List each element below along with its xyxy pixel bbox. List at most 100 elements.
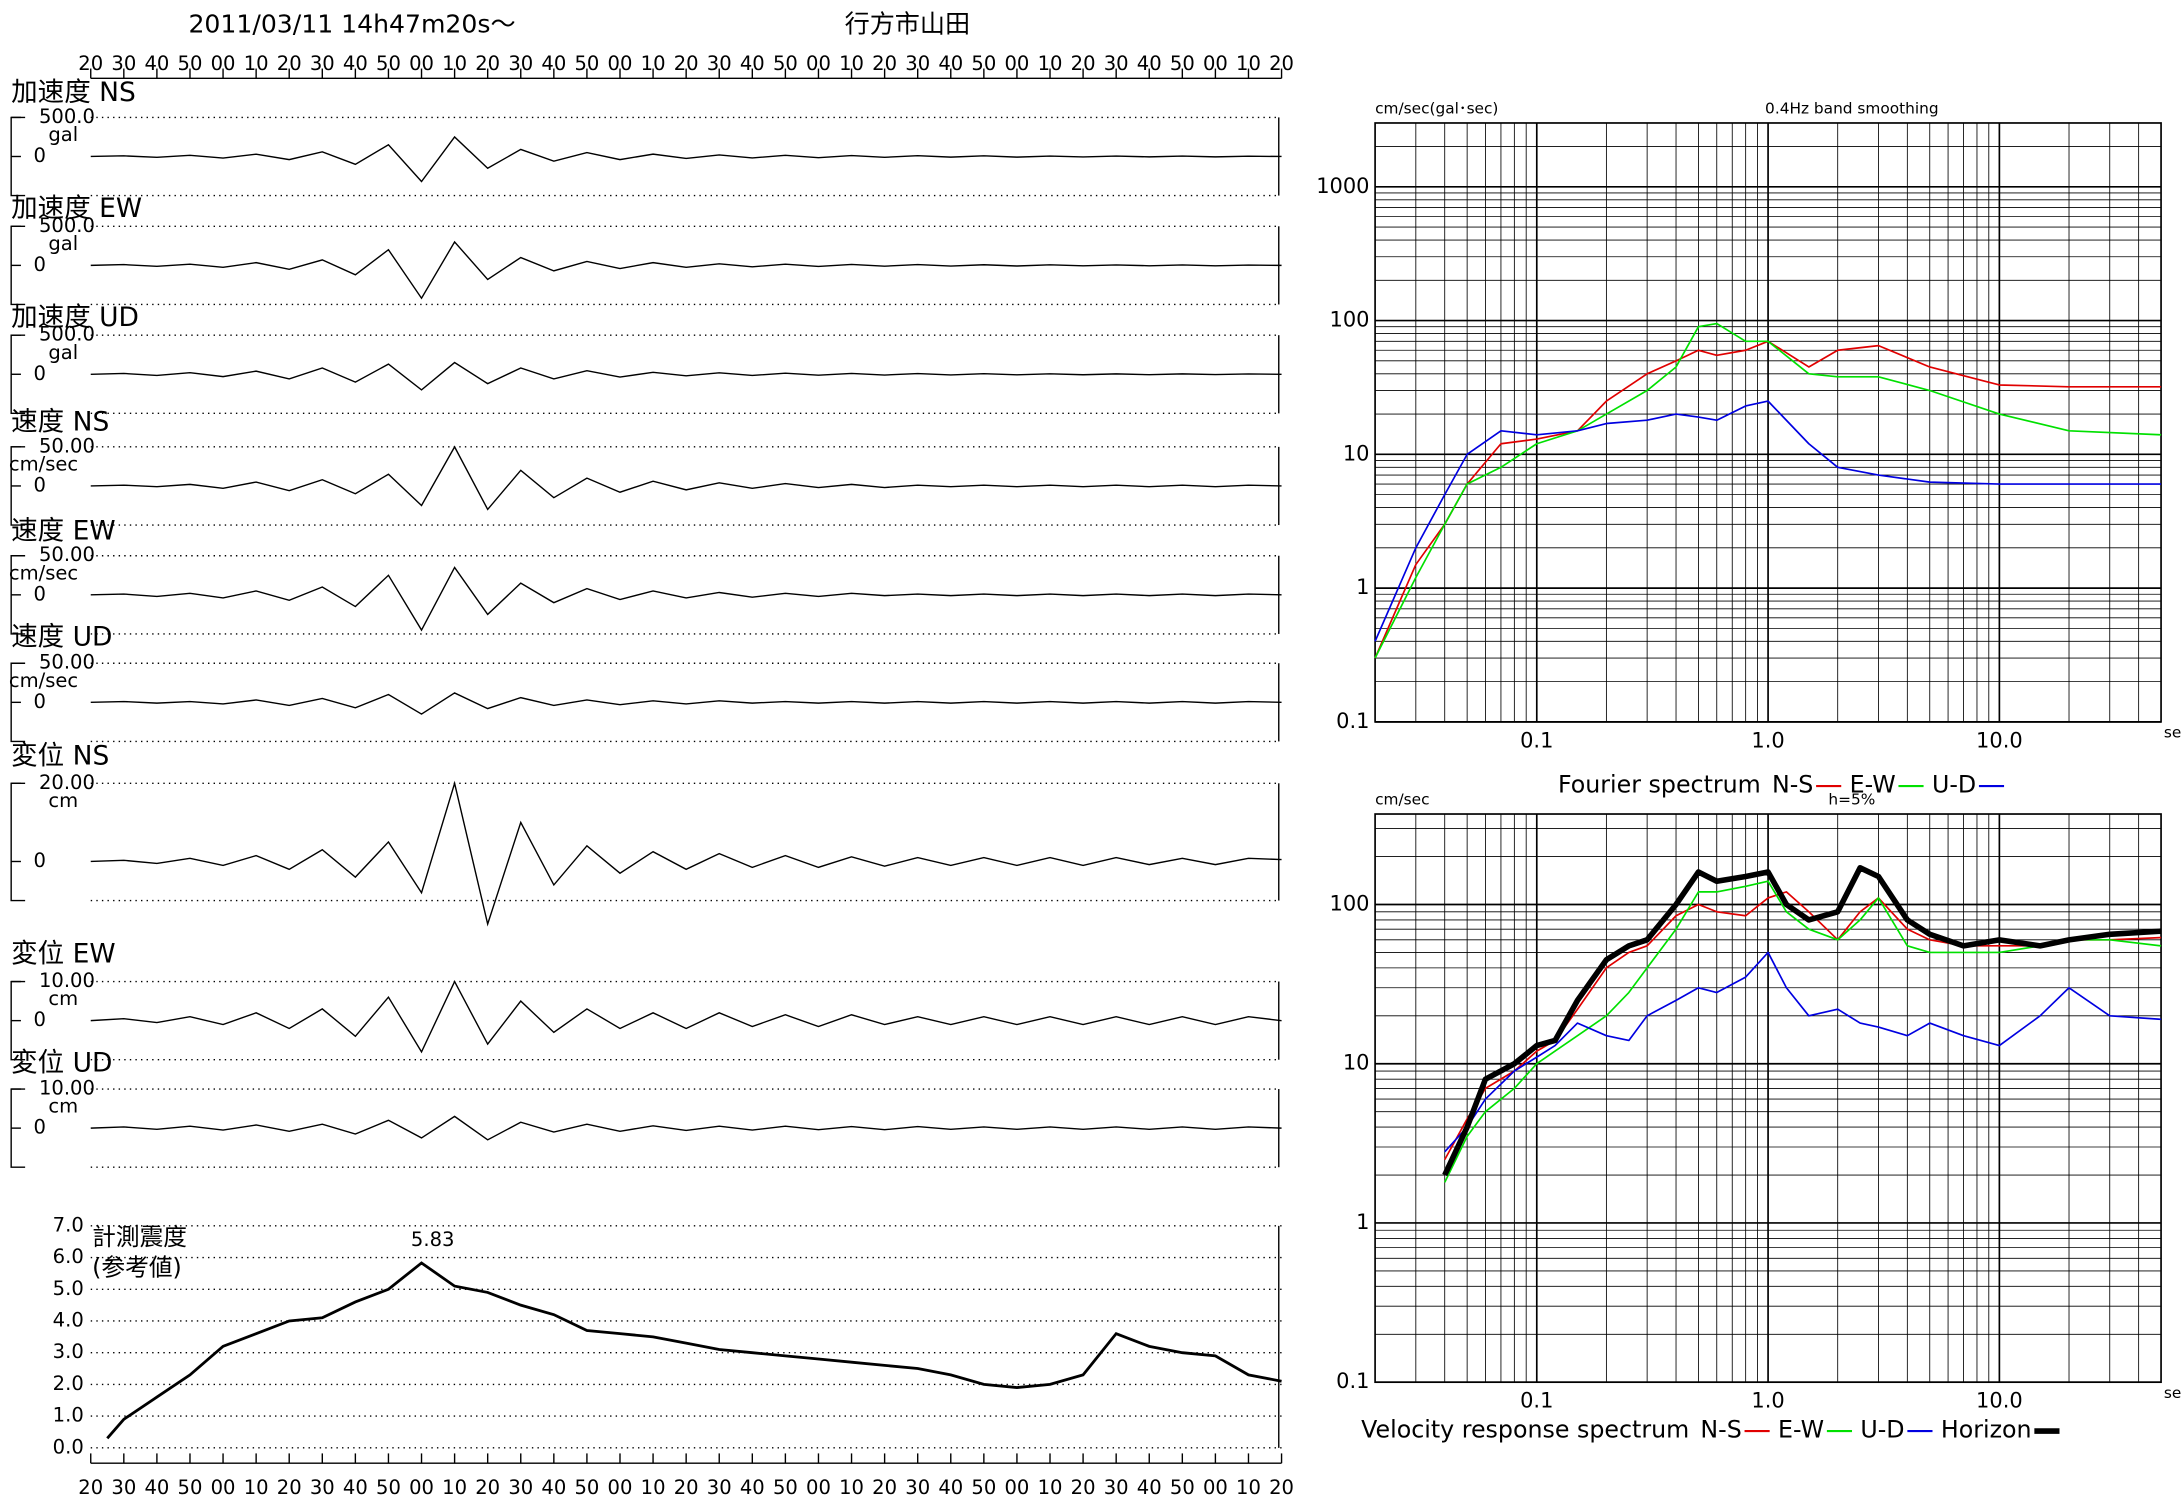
time-tick-label: 40 <box>144 52 169 75</box>
x-tick-label: 1.0 <box>1751 1389 1784 1413</box>
y-tick-label: 50.00 <box>39 434 95 457</box>
time-tick-label: 50 <box>376 1476 401 1499</box>
time-tick-label: 10 <box>641 1476 666 1499</box>
time-tick-label: 10 <box>244 52 269 75</box>
y-tick-label: 6.0 <box>53 1245 84 1268</box>
chart-title: 計測震度 <box>92 1223 187 1251</box>
time-tick-label: 10 <box>442 1476 467 1499</box>
time-tick-label: 00 <box>806 52 831 75</box>
y-tick-label: 0 <box>34 253 46 276</box>
time-tick-label: 40 <box>740 1476 765 1499</box>
y-tick-label: 10 <box>1343 441 1370 465</box>
legend-label: Horizon <box>1941 1416 2032 1444</box>
waveform <box>90 135 1282 183</box>
legend-label: N-S <box>1700 1416 1741 1444</box>
panel-title: 変位 EW <box>11 939 115 970</box>
time-tick-label: 20 <box>1269 1476 1294 1499</box>
x-axis-unit: sec <box>2164 724 2182 742</box>
y-tick-label: 0 <box>34 690 46 713</box>
panel-title: 加速度 EW <box>11 193 142 224</box>
time-tick-label: 50 <box>574 52 599 75</box>
waveform <box>90 692 1282 715</box>
time-tick-label: 20 <box>1269 52 1294 75</box>
x-tick-label: 1.0 <box>1751 728 1784 752</box>
plot-frame <box>1374 813 2162 1384</box>
legend-label: U-D <box>1932 771 1976 799</box>
chart-subtitle: h=5% <box>1828 791 1875 809</box>
time-tick-label: 50 <box>376 52 401 75</box>
time-tick-label: 00 <box>211 1476 236 1499</box>
time-tick-label: 20 <box>277 52 302 75</box>
time-tick-label: 50 <box>1170 1476 1195 1499</box>
time-tick-label: 50 <box>773 52 798 75</box>
y-tick-label: 2.0 <box>53 1372 84 1395</box>
time-tick-label: 30 <box>508 52 533 75</box>
series-line <box>1374 340 2162 659</box>
time-tick-label: 20 <box>674 52 699 75</box>
time-tick-label: 10 <box>641 52 666 75</box>
waveform <box>90 566 1282 632</box>
x-tick-label: 10.0 <box>1976 728 2023 752</box>
waveform <box>90 445 1282 511</box>
time-tick-label: 50 <box>1170 52 1195 75</box>
series-line <box>1374 322 2162 659</box>
unit-label: gal <box>48 232 78 255</box>
x-axis-unit: sec <box>2164 1384 2182 1402</box>
time-tick-label: 30 <box>111 1476 136 1499</box>
time-tick-label: 00 <box>409 52 434 75</box>
panel-title: 加速度 UD <box>11 302 139 333</box>
y-tick-label: 50.00 <box>39 543 95 566</box>
legend-label: E-W <box>1778 1416 1824 1444</box>
series-line <box>1374 400 2162 642</box>
panel-title: 速度 EW <box>11 516 115 547</box>
x-tick-label: 0.1 <box>1520 1389 1553 1413</box>
plot-frame <box>1374 122 2162 723</box>
y-tick-label: 500.0 <box>39 214 95 237</box>
x-tick-label: 10.0 <box>1976 1389 2023 1413</box>
y-tick-label: 0 <box>34 1008 46 1031</box>
time-tick-label: 30 <box>111 52 136 75</box>
y-tick-label: 10.00 <box>39 969 95 992</box>
time-tick-label: 00 <box>409 1476 434 1499</box>
y-tick-label: 0 <box>34 473 46 496</box>
unit-label: gal <box>48 123 78 146</box>
time-tick-label: 50 <box>178 52 203 75</box>
legend-title: Fourier spectrum <box>1558 771 1761 799</box>
time-tick-label: 30 <box>905 1476 930 1499</box>
panel-title: 変位 UD <box>11 1047 112 1078</box>
panel-title: 加速度 NS <box>11 77 136 108</box>
time-tick-label: 00 <box>211 52 236 75</box>
panel-title: 変位 NS <box>11 740 109 771</box>
time-tick-label: 20 <box>674 1476 699 1499</box>
time-tick-label: 10 <box>1038 1476 1063 1499</box>
time-tick-label: 00 <box>1005 52 1030 75</box>
time-tick-label: 50 <box>574 1476 599 1499</box>
unit-label: cm/sec <box>9 453 78 476</box>
y-axis-unit: cm/sec(gal･sec) <box>1375 100 1498 118</box>
time-tick-label: 20 <box>872 1476 897 1499</box>
time-tick-label: 10 <box>839 52 864 75</box>
time-tick-label: 40 <box>740 52 765 75</box>
y-tick-label: 50.00 <box>39 651 95 674</box>
panel-title: 速度 NS <box>11 407 109 438</box>
waveform <box>90 361 1282 391</box>
peak-label: 5.83 <box>411 1228 454 1251</box>
y-tick-label: 0 <box>34 582 46 605</box>
time-tick-label: 30 <box>310 1476 335 1499</box>
time-tick-label: 30 <box>707 1476 732 1499</box>
time-tick-label: 30 <box>707 52 732 75</box>
time-tick-label: 40 <box>1137 1476 1162 1499</box>
time-tick-label: 40 <box>938 52 963 75</box>
chart-subtitle: 0.4Hz band smoothing <box>1765 100 1939 118</box>
legend-label: N-S <box>1772 771 1813 799</box>
y-tick-label: 500.0 <box>39 323 95 346</box>
time-tick-label: 00 <box>608 52 633 75</box>
y-tick-label: 1.0 <box>53 1404 84 1427</box>
time-tick-label: 40 <box>144 1476 169 1499</box>
series-line <box>1442 865 2162 1177</box>
time-tick-label: 10 <box>1236 52 1261 75</box>
unit-label: gal <box>48 341 78 364</box>
time-tick-label: 10 <box>839 1476 864 1499</box>
unit-label: cm/sec <box>9 561 78 584</box>
